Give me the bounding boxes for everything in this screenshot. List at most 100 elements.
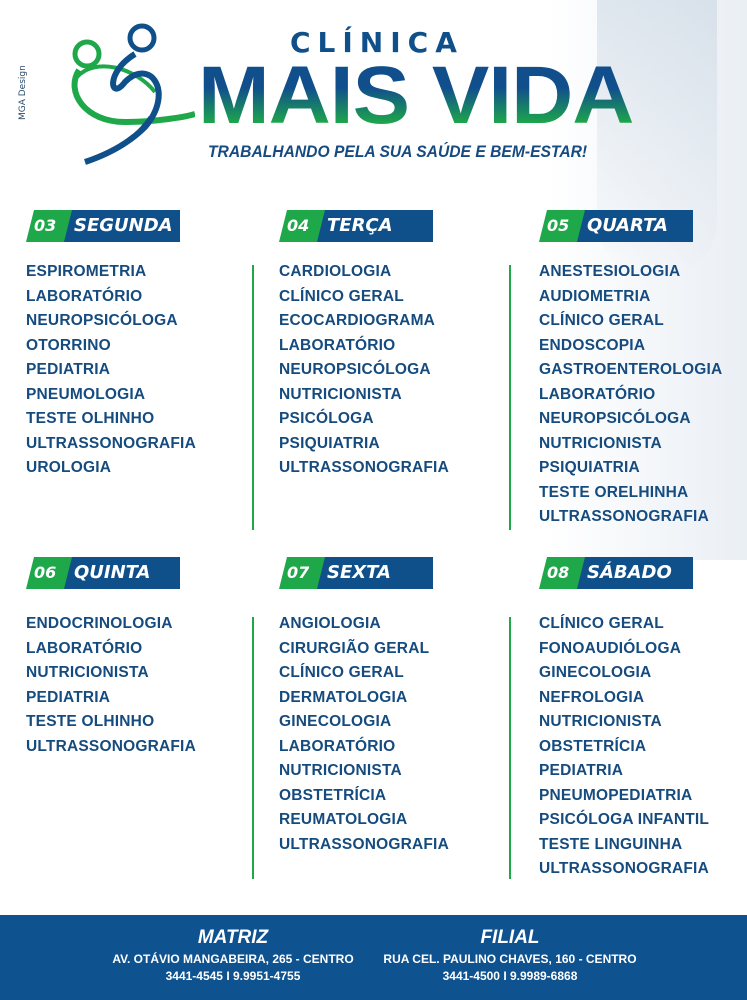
- specialty-list: CARDIOLOGIA CLÍNICO GERAL ECOCARDIOGRAMA LA…: [279, 260, 449, 481]
- filial-phones: 3441-4500 I 9.9989-6868: [442, 969, 578, 983]
- day-number: 06: [34, 563, 57, 582]
- footer: MATRIZ AV. OTÁVIO MANGABEIRA, 265 - CENT…: [0, 915, 747, 1000]
- specialty-item: NUTRICIONISTA: [279, 762, 402, 779]
- specialty-item: FONOAUDIÓLOGA: [539, 639, 682, 657]
- banner-number-tag: [26, 210, 72, 242]
- filial-address: RUA CEL. PAULINO CHAVES, 160 - CENTRO: [383, 952, 637, 966]
- specialty-item: ULTRASSONOGRAFIA: [26, 434, 196, 452]
- specialty-item: PNEUMOPEDIATRIA: [539, 786, 693, 804]
- day-name: SÁBADO: [587, 562, 672, 583]
- day-name: QUINTA: [74, 562, 151, 583]
- specialty-item: DERMATOLOGIA: [279, 688, 408, 706]
- day-banner: 08 SÁBADO: [539, 557, 693, 589]
- column-divider: [252, 617, 254, 879]
- specialty-item: ENDOSCOPIA: [539, 336, 646, 354]
- matriz-title: MATRIZ: [197, 927, 269, 948]
- day-name: TERÇA: [327, 215, 393, 236]
- specialty-item: LABORATÓRIO: [26, 287, 143, 305]
- specialty-item: NEFROLOGIA: [539, 688, 645, 706]
- day-banner: 07 SEXTA: [279, 557, 433, 589]
- day-banner: 04 TERÇA: [279, 210, 433, 242]
- specialty-item: OBSTETRÍCIA: [539, 737, 647, 755]
- specialty-item: ESPIROMETRIA: [26, 263, 147, 280]
- day-banner: 05 QUARTA: [539, 210, 693, 242]
- clinic-name: MAIS VIDA: [198, 50, 634, 141]
- specialty-item: ECOCARDIOGRAMA: [279, 312, 436, 329]
- clinic-logo-icon: [71, 23, 195, 165]
- specialty-item: CARDIOLOGIA: [279, 263, 392, 280]
- specialty-item: ANGIOLOGIA: [279, 615, 381, 632]
- specialty-item: CLÍNICO GERAL: [279, 664, 404, 681]
- address-filial: FILIAL RUA CEL. PAULINO CHAVES, 160 - CE…: [380, 927, 640, 983]
- specialty-item: UROLOGIA: [26, 459, 112, 476]
- specialty-item: OBSTETRÍCIA: [279, 786, 387, 804]
- specialty-item: NEUROPSICÓLOGA: [279, 361, 431, 378]
- specialty-item: LABORATÓRIO: [279, 737, 396, 755]
- specialty-item: TESTE ORELHINHA: [539, 483, 689, 501]
- specialty-item: GINECOLOGIA: [539, 664, 652, 681]
- day-number: 03: [34, 216, 57, 235]
- clinic-label: CLÍNICA: [290, 26, 464, 59]
- specialty-item: GASTROENTEROLOGIA: [539, 361, 723, 378]
- specialty-item: ULTRASSONOGRAFIA: [539, 860, 709, 877]
- day-banner: 06 QUINTA: [26, 557, 180, 589]
- specialty-item: OTORRINO: [26, 336, 111, 354]
- specialty-item: ULTRASSONOGRAFIA: [279, 835, 449, 853]
- specialty-item: PEDIATRIA: [26, 361, 111, 378]
- specialty-item: CLÍNICO GERAL: [539, 615, 664, 632]
- matriz-phones: 3441-4545 I 9.9951-4755: [165, 969, 301, 983]
- banner-number-tag: [539, 557, 585, 589]
- specialty-item: NEUROPSICÓLOGA: [26, 312, 178, 329]
- specialty-item: PSICÓLOGA INFANTIL: [539, 811, 710, 828]
- specialty-item: AUDIOMETRIA: [539, 287, 651, 305]
- banner-number-tag: [279, 557, 325, 589]
- specialty-item: LABORATÓRIO: [26, 639, 143, 657]
- specialty-item: NEUROPSICÓLOGA: [539, 410, 691, 427]
- specialty-item: PNEUMOLOGIA: [26, 385, 146, 403]
- day-name: SEXTA: [327, 562, 391, 583]
- specialty-item: PEDIATRIA: [539, 762, 624, 779]
- day-number: 08: [547, 563, 570, 582]
- specialty-item: PSICÓLOGA: [279, 410, 374, 427]
- specialty-item: LABORATÓRIO: [539, 385, 656, 403]
- filial-title: FILIAL: [480, 927, 540, 948]
- specialty-item: NUTRICIONISTA: [539, 434, 662, 452]
- specialty-list: CLÍNICO GERAL FONOAUDIÓLOGA GINECOLOGIA NEF…: [539, 612, 709, 882]
- specialty-item: ANESTESIOLOGIA: [539, 263, 681, 280]
- specialty-item: PSIQUIATRIA: [279, 434, 380, 452]
- specialty-item: NUTRICIONISTA: [279, 385, 402, 403]
- banner-number-tag: [26, 557, 72, 589]
- column-divider: [509, 265, 511, 530]
- column-divider: [252, 265, 254, 530]
- specialty-item: TESTE OLHINHO: [26, 410, 155, 427]
- specialty-item: ULTRASSONOGRAFIA: [26, 737, 196, 755]
- specialty-item: PSIQUIATRIA: [539, 459, 640, 476]
- banner-number-tag: [539, 210, 585, 242]
- specialty-item: TESTE OLHINHO: [26, 713, 155, 730]
- specialty-item: ULTRASSONOGRAFIA: [279, 459, 449, 476]
- specialty-item: PEDIATRIA: [26, 688, 111, 706]
- specialty-item: CLÍNICO GERAL: [279, 287, 404, 305]
- specialty-item: REUMATOLOGIA: [279, 811, 408, 828]
- specialty-item: CIRURGIÃO GERAL: [279, 639, 430, 657]
- doctor-background-image: [547, 0, 747, 560]
- specialty-list: ANESTESIOLOGIA AUDIOMETRIA CLÍNICO GERAL EN…: [539, 260, 722, 530]
- specialty-item: ENDOCRINOLOGIA: [26, 615, 173, 632]
- banner-number-tag: [279, 210, 325, 242]
- designer-credit: MGA Design: [18, 65, 28, 120]
- address-matriz: MATRIZ AV. OTÁVIO MANGABEIRA, 265 - CENT…: [103, 927, 363, 983]
- day-name: SEGUNDA: [74, 215, 173, 236]
- day-banner: 03 SEGUNDA: [26, 210, 180, 242]
- specialty-list: ESPIROMETRIA LABORATÓRIO NEUROPSICÓLOGA OTO…: [26, 260, 196, 481]
- day-number: 04: [287, 216, 310, 235]
- day-number: 07: [287, 563, 310, 582]
- column-divider: [509, 617, 511, 879]
- day-name: QUARTA: [587, 215, 668, 236]
- specialty-list: ANGIOLOGIA CIRURGIÃO GERAL CLÍNICO GERAL DE…: [279, 612, 449, 857]
- specialty-item: CLÍNICO GERAL: [539, 312, 664, 329]
- specialty-item: NUTRICIONISTA: [539, 713, 662, 730]
- specialty-item: NUTRICIONISTA: [26, 664, 149, 681]
- specialty-item: ULTRASSONOGRAFIA: [539, 508, 709, 525]
- specialty-item: TESTE LINGUINHA: [539, 835, 683, 853]
- day-number: 05: [547, 216, 570, 235]
